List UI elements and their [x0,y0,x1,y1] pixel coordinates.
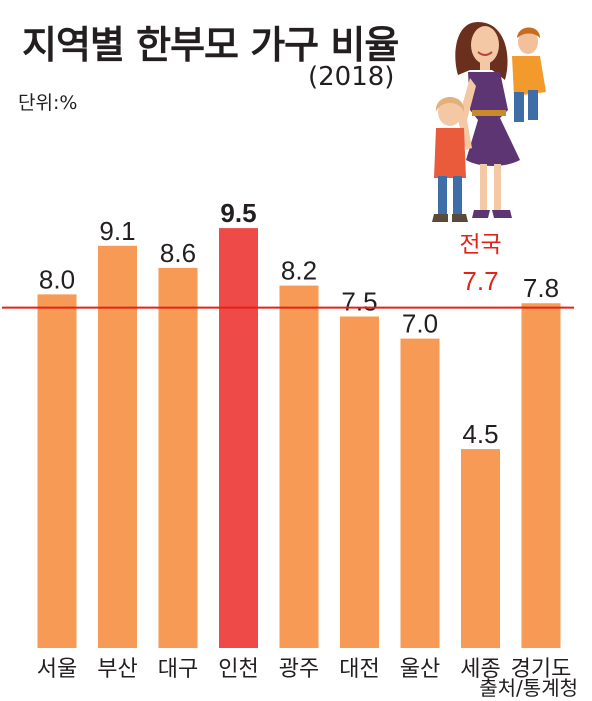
source-note: 출처/통계청 [479,676,578,700]
bar-value-label: 4.5 [462,419,498,449]
category-label: 경기도 [511,657,572,682]
bar-6 [340,316,379,648]
bar-1 [37,294,77,648]
bar-5 [279,285,319,648]
category-label: 인천 [218,657,258,682]
bar-value-label: 7.5 [341,287,377,317]
national-average-value: 7.7 [462,266,498,296]
bar-value-label: 8.2 [281,256,317,286]
chart-year: (2018) [308,62,395,92]
bar-8 [461,449,500,648]
category-label: 서울 [37,657,77,682]
single-parent-family-icon [432,22,546,222]
category-label: 광주 [279,657,319,682]
bar-value-label: 9.1 [99,216,135,246]
bar-value-label: 8.6 [160,238,196,268]
category-label: 울산 [400,657,440,682]
bar-value-label: 9.5 [220,198,256,228]
national-average-label: 전국 [459,232,501,258]
category-label: 세종 [460,657,500,682]
bar-7 [400,338,440,648]
category-label: 대전 [339,657,379,682]
category-label: 대구 [158,657,198,682]
unit-label: 단위:% [18,92,78,114]
bar-2 [98,245,137,648]
bar-value-label: 7.8 [523,273,559,303]
bar-value-label: 8.0 [39,264,75,294]
chart-title: 지역별 한부모 가구 비율 [22,23,399,67]
bar-value-label: 7.0 [402,309,438,339]
category-label: 부산 [97,657,137,682]
bar-4 [219,228,258,648]
bar-9 [521,303,561,648]
bar-3 [158,267,198,648]
